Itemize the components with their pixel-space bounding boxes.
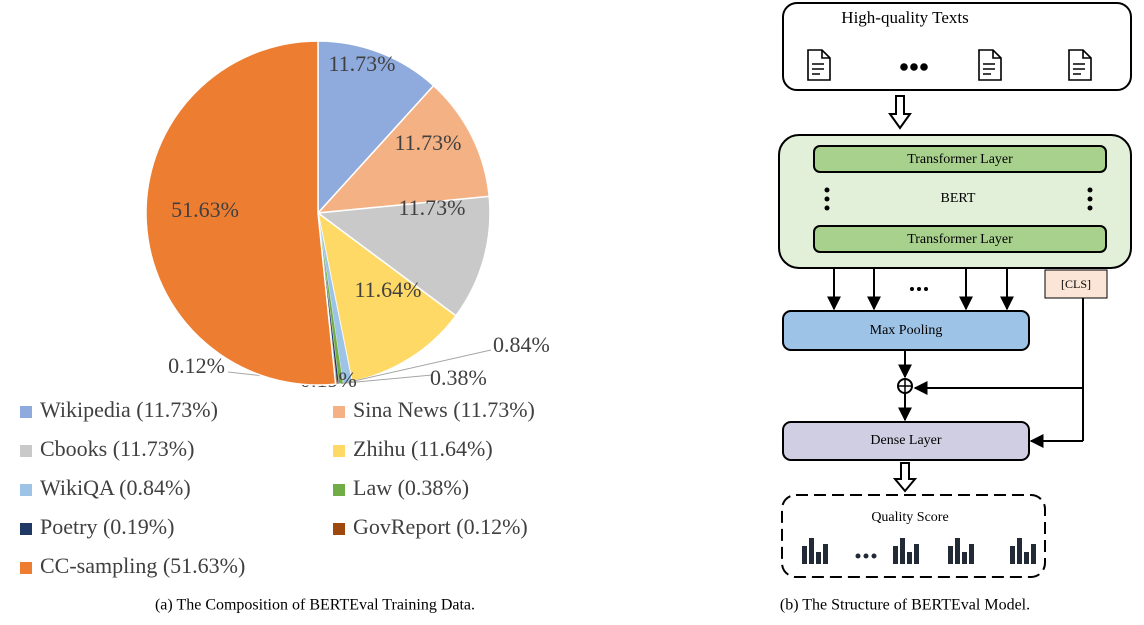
pie-slice (315, 195, 491, 317)
pie-chart: 11.73%11.73%11.73%11.64%0.84%0.38%0.19%0… (20, 40, 550, 578)
legend-swatch (333, 523, 345, 535)
leader-line (347, 349, 492, 383)
data-label: 11.73% (328, 51, 395, 76)
legend-label: Zhihu (11.64%) (353, 436, 493, 461)
legend-swatch (333, 406, 345, 418)
input-title: High-quality Texts (841, 8, 968, 27)
caption: (b) The Structure of BERTEval Model. (780, 597, 1030, 614)
output-label: Quality Score (871, 510, 948, 525)
arrows (827, 268, 1083, 448)
layer-box (813, 145, 1107, 173)
legend-label: GovReport (0.12%) (353, 514, 528, 539)
pooling-box (782, 310, 1030, 351)
data-label: 0.38% (430, 365, 487, 390)
legend-label: CC-sampling (51.63%) (40, 553, 245, 578)
legend-label: Cbooks (11.73%) (40, 436, 194, 461)
caption: (a) The Composition of BERTEval Training… (155, 597, 475, 614)
legend-swatch (20, 562, 32, 574)
pooling-label: Max Pooling (870, 323, 943, 338)
layer-label: Transformer Layer (907, 232, 1013, 247)
dense-box (782, 421, 1030, 461)
legend-swatch (20, 484, 32, 496)
dense-label: Dense Layer (870, 433, 941, 448)
hollow-arrow (892, 462, 918, 493)
score-icons (802, 538, 1036, 564)
pie-slice (145, 40, 337, 386)
legend-swatch (20, 523, 32, 535)
legend-label: Poetry (0.19%) (40, 514, 174, 539)
legend-swatch (20, 406, 32, 418)
layer-box (813, 225, 1107, 253)
encoder-label: BERT (941, 191, 976, 206)
layer-label: Transformer Layer (907, 152, 1013, 167)
pie-slice (316, 84, 491, 214)
legend-label: WikiQA (0.84%) (40, 475, 191, 500)
doc-icons (807, 49, 1092, 81)
legend-label: Wikipedia (11.73%) (40, 397, 218, 422)
data-label: 0.84% (493, 332, 550, 357)
pie-slice (317, 40, 435, 215)
legend-label: Sina News (11.73%) (353, 397, 535, 422)
hollow-arrow (888, 95, 912, 130)
cls-label: [CLS] (1061, 277, 1091, 291)
cls-box (1044, 269, 1108, 299)
legend-swatch (333, 484, 345, 496)
diagram (778, 2, 1132, 578)
input-box (782, 2, 1132, 91)
legend-label: Law (0.38%) (353, 475, 469, 500)
data-label: 0.12% (168, 353, 225, 378)
legend-swatch (20, 445, 32, 457)
leader-line (340, 374, 433, 384)
data-label: 11.73% (398, 195, 465, 220)
data-label: 11.64% (354, 277, 421, 302)
legend-swatch (333, 445, 345, 457)
data-label: 11.73% (394, 130, 461, 155)
data-label: 51.63% (171, 197, 239, 222)
ellipsis (824, 187, 1093, 291)
output-box (781, 494, 1046, 578)
